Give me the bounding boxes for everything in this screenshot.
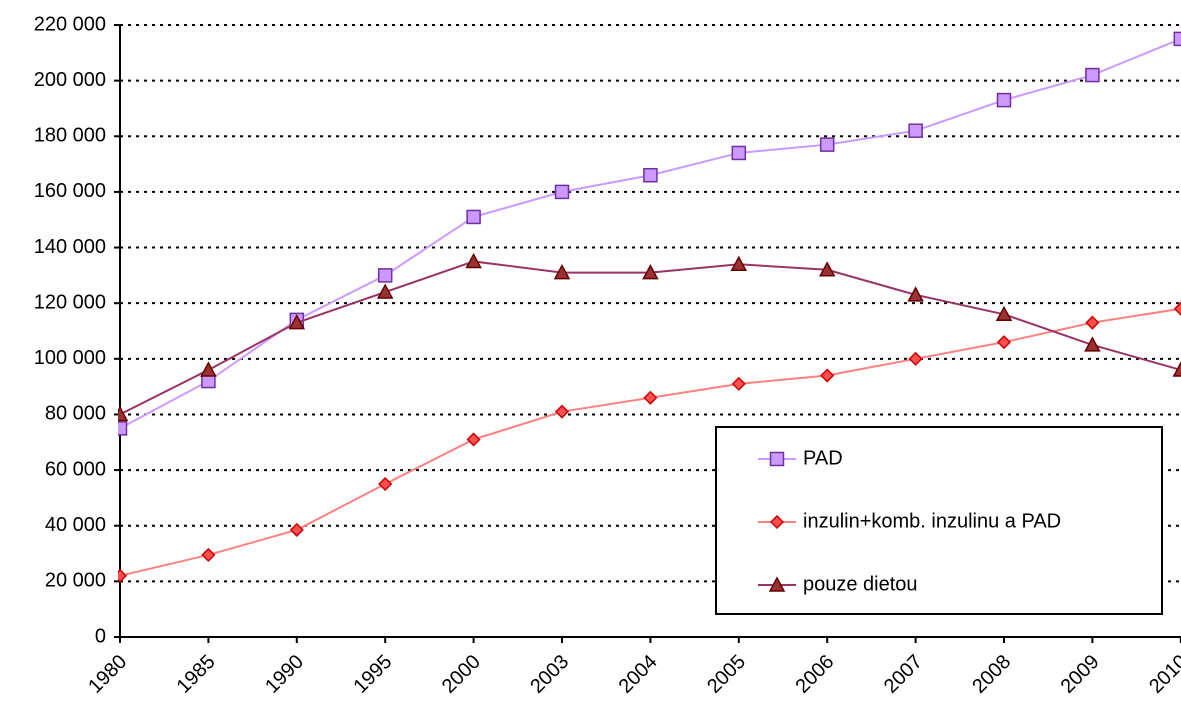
legend-marker <box>769 514 785 530</box>
y-tick-label: 200 000 <box>34 69 106 91</box>
x-tick-label: 2006 <box>791 651 838 698</box>
x-tick-label: 1985 <box>173 651 220 698</box>
y-tick-label: 80 000 <box>45 403 106 425</box>
x-tick-label: 2008 <box>968 651 1015 698</box>
data-point <box>466 432 481 447</box>
data-point <box>643 390 658 405</box>
data-point <box>1084 336 1101 352</box>
x-tick-label: 1990 <box>261 651 308 698</box>
x-tick-label: 2009 <box>1057 651 1104 698</box>
data-point <box>820 368 835 383</box>
data-point <box>731 376 746 391</box>
x-tick-label: 2000 <box>438 651 485 698</box>
legend: PAD inzulin+komb. inzulinu a PAD pouze die… <box>715 426 1163 615</box>
data-point <box>1173 301 1181 316</box>
y-tick-label: 180 000 <box>34 125 106 147</box>
x-tick-label: 2007 <box>880 651 927 698</box>
data-point <box>642 263 659 280</box>
legend-marker <box>768 576 786 592</box>
data-point <box>1085 67 1100 83</box>
data-point <box>731 145 747 161</box>
data-point <box>907 286 924 302</box>
y-tick-label: 120 000 <box>34 291 106 313</box>
x-tick-label: 2003 <box>526 651 573 698</box>
data-point <box>378 476 393 492</box>
data-point <box>466 209 481 225</box>
y-tick-label: 40 000 <box>45 514 106 536</box>
x-tick-label: 1995 <box>349 651 396 698</box>
series-line <box>119 37 1181 430</box>
data-point <box>118 421 128 436</box>
data-point <box>908 351 923 366</box>
data-point <box>554 184 570 200</box>
data-point <box>908 123 923 138</box>
legend-label: PAD <box>803 447 843 469</box>
legend-label: pouze dietou <box>803 573 918 595</box>
legend-marker <box>769 451 785 467</box>
data-point <box>377 268 393 283</box>
y-tick-label: 220 000 <box>34 13 106 35</box>
data-point <box>465 252 482 269</box>
x-tick-label: 2004 <box>615 651 662 698</box>
plot-area <box>118 31 1181 583</box>
y-tick-label: 100 000 <box>34 347 106 369</box>
data-point <box>553 263 571 280</box>
data-point <box>376 283 394 299</box>
x-tick-label: 2005 <box>703 651 750 698</box>
y-tick-label: 160 000 <box>34 180 106 202</box>
data-point <box>996 92 1012 108</box>
data-point <box>643 167 658 183</box>
y-tick-label: 0 <box>95 625 106 647</box>
data-point <box>288 314 306 330</box>
data-point <box>289 522 304 537</box>
data-point <box>554 404 570 419</box>
x-tick-label: 1980 <box>84 651 131 698</box>
data-point <box>730 255 748 271</box>
data-point <box>1173 31 1181 47</box>
data-point <box>819 137 835 152</box>
y-tick-label: 20 000 <box>45 570 106 592</box>
data-point <box>118 405 129 422</box>
data-point <box>995 305 1013 322</box>
y-tick-label: 60 000 <box>45 458 106 480</box>
data-point <box>1085 315 1100 330</box>
y-tick-label: 140 000 <box>34 236 106 258</box>
data-point <box>200 361 217 377</box>
data-point <box>818 261 836 277</box>
data-point <box>996 335 1012 350</box>
legend-label: inzulin+komb. inzulinu a PAD <box>803 510 1061 532</box>
data-point <box>1172 361 1181 377</box>
x-tick-label: 2010 <box>1145 651 1181 698</box>
data-point <box>201 547 216 562</box>
data-point <box>118 568 128 583</box>
